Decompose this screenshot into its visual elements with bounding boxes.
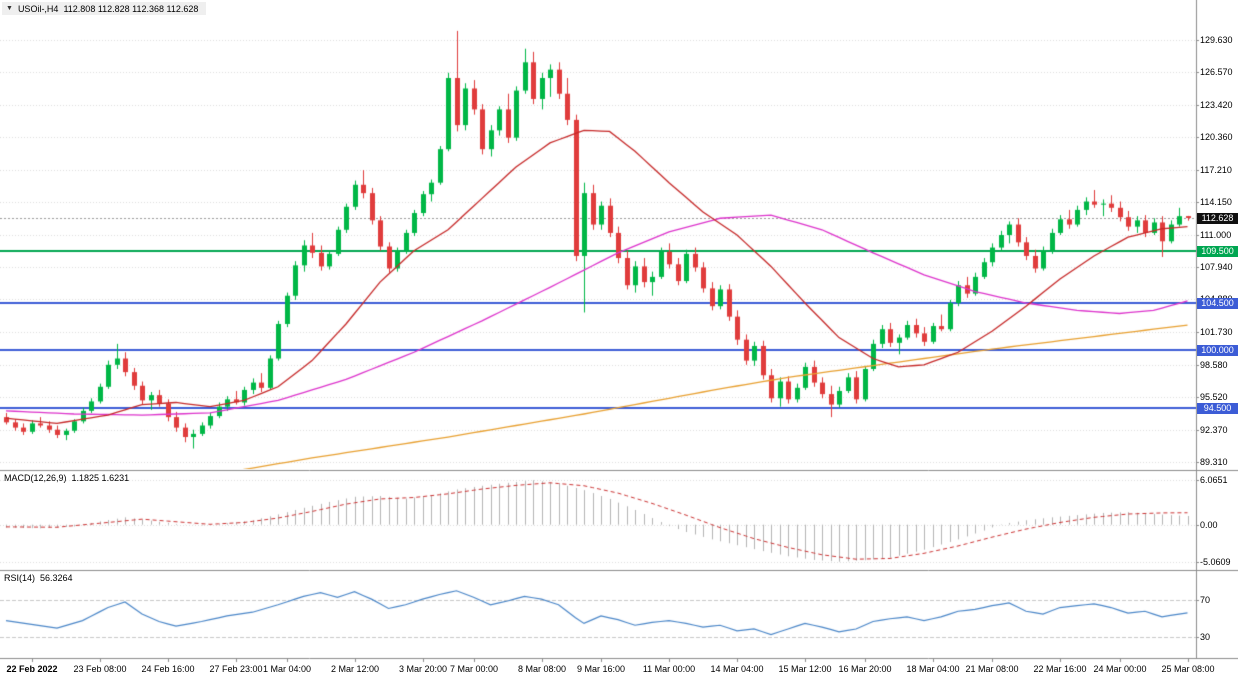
macd-indicator-label: MACD(12,26,9) 1.1825 1.6231 [4, 473, 129, 483]
chart-title-bar: ▼ USOil-,H4 112.808 112.828 112.368 112.… [2, 2, 207, 15]
rsi-indicator-label: RSI(14) 56.3264 [4, 573, 73, 583]
chart-title-ohlc: 112.808 112.828 112.368 112.628 [63, 3, 199, 14]
macd-values: 1.1825 1.6231 [71, 473, 130, 483]
rsi-name: RSI(14) [4, 573, 36, 583]
symbol-dropdown-icon[interactable]: ▼ [6, 5, 13, 12]
macd-name: MACD(12,26,9) [4, 473, 67, 483]
rsi-value: 56.3264 [40, 573, 73, 583]
chart-title-symbol: USOil-,H4 [17, 3, 59, 14]
